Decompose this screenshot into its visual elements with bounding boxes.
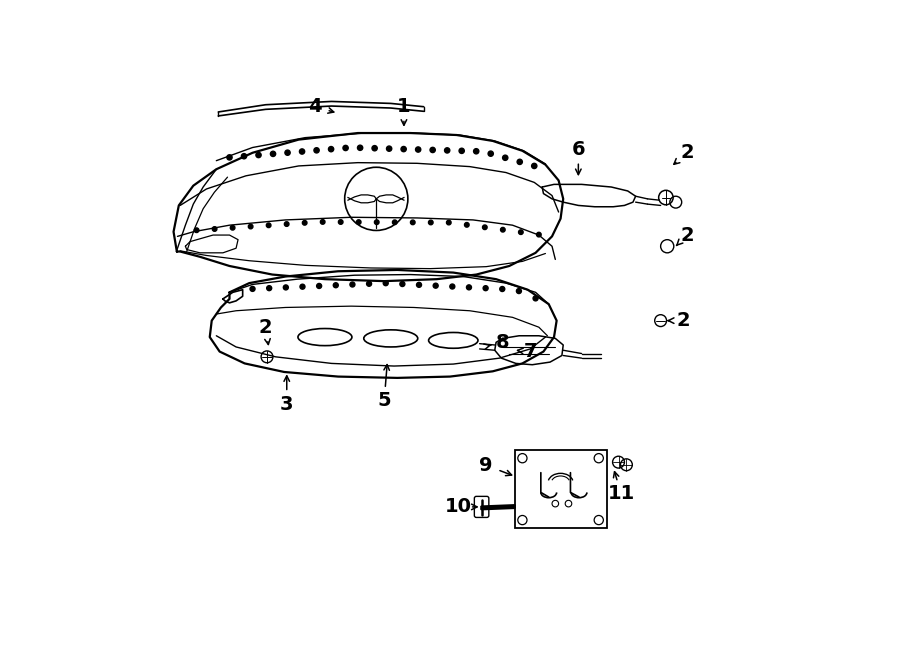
Circle shape (320, 219, 325, 224)
Circle shape (500, 227, 505, 232)
Circle shape (518, 159, 522, 165)
Circle shape (328, 147, 334, 152)
Circle shape (248, 224, 253, 229)
Circle shape (400, 282, 405, 286)
Circle shape (230, 225, 235, 230)
Circle shape (464, 223, 469, 227)
Circle shape (333, 283, 338, 288)
Circle shape (473, 149, 479, 154)
Text: 2: 2 (259, 318, 273, 336)
Text: 4: 4 (309, 97, 322, 116)
Circle shape (270, 151, 275, 157)
Circle shape (392, 220, 397, 225)
Circle shape (266, 223, 271, 227)
Text: 3: 3 (280, 395, 293, 414)
Text: 9: 9 (480, 456, 493, 475)
Text: 8: 8 (496, 333, 509, 352)
Circle shape (446, 220, 451, 225)
Circle shape (212, 227, 217, 231)
Circle shape (518, 230, 523, 235)
Text: 10: 10 (445, 498, 472, 516)
Text: 6: 6 (572, 140, 585, 159)
Circle shape (417, 282, 421, 288)
Circle shape (194, 228, 199, 233)
Circle shape (517, 289, 521, 293)
Circle shape (536, 232, 541, 237)
Circle shape (256, 153, 261, 158)
Circle shape (386, 146, 391, 151)
Circle shape (338, 219, 343, 224)
Circle shape (428, 220, 433, 225)
Circle shape (445, 148, 450, 153)
Circle shape (227, 155, 232, 160)
Circle shape (300, 149, 305, 154)
Circle shape (302, 221, 307, 225)
Text: 11: 11 (608, 485, 634, 503)
Circle shape (416, 147, 421, 152)
Circle shape (374, 220, 379, 225)
Circle shape (488, 151, 493, 156)
Circle shape (266, 286, 272, 291)
Circle shape (285, 150, 290, 155)
Circle shape (343, 145, 348, 151)
Circle shape (317, 284, 321, 288)
Circle shape (284, 221, 289, 226)
Circle shape (366, 282, 372, 286)
Circle shape (500, 286, 505, 292)
Circle shape (241, 153, 247, 159)
Text: 7: 7 (524, 342, 537, 361)
Circle shape (430, 147, 436, 153)
Text: 2: 2 (680, 225, 694, 245)
Circle shape (314, 147, 319, 153)
Text: 2: 2 (677, 311, 690, 330)
Circle shape (466, 285, 472, 290)
Circle shape (502, 155, 508, 161)
Circle shape (410, 220, 415, 225)
Circle shape (284, 285, 288, 290)
Circle shape (533, 296, 538, 301)
Circle shape (383, 281, 388, 286)
Circle shape (433, 283, 438, 288)
Circle shape (300, 284, 305, 290)
Circle shape (356, 220, 361, 224)
Circle shape (357, 145, 363, 151)
Circle shape (250, 286, 255, 292)
Circle shape (350, 282, 355, 287)
Text: 1: 1 (397, 97, 410, 116)
Circle shape (401, 147, 406, 152)
Circle shape (372, 145, 377, 151)
Circle shape (482, 225, 487, 229)
Circle shape (532, 163, 537, 169)
Circle shape (483, 286, 488, 291)
Text: 2: 2 (680, 143, 694, 163)
Text: 5: 5 (377, 391, 391, 410)
Circle shape (450, 284, 454, 289)
Circle shape (459, 148, 464, 153)
